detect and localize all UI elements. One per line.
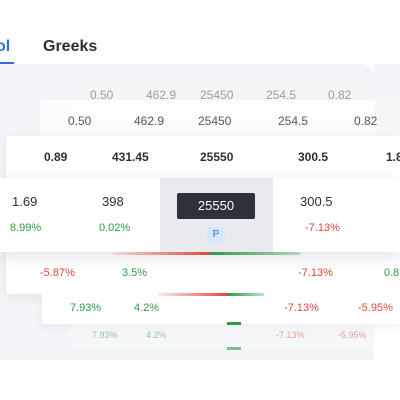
row-cell: 254.5 bbox=[278, 114, 309, 128]
call-ltp-change: 0.02% bbox=[99, 222, 131, 234]
row-cell: 0.8 bbox=[384, 267, 400, 279]
active-tab-indicator bbox=[0, 62, 14, 64]
put-oi-bar bbox=[227, 347, 241, 350]
row-cell: 25450 bbox=[198, 114, 232, 128]
chain-row[interactable]: 7.93% 4.2% -7.13% -5.95% bbox=[42, 294, 400, 324]
row-cell: 0.82 bbox=[354, 114, 378, 128]
tab-option-chain[interactable]: ol bbox=[0, 38, 11, 55]
row-cell: -5.95% bbox=[338, 330, 367, 340]
put-oi-bar bbox=[228, 293, 264, 296]
row-cell: 0.50 bbox=[68, 114, 92, 128]
row-cell: 0.50 bbox=[90, 88, 114, 102]
row-cell: 0.82 bbox=[328, 88, 352, 102]
row-cell: 4.2% bbox=[146, 330, 167, 340]
call-iv-change: 8.99% bbox=[10, 222, 42, 234]
row-cell: 431.45 bbox=[112, 150, 149, 164]
row-cell: -7.13% bbox=[298, 267, 333, 279]
row-cell: 25550 bbox=[200, 150, 234, 164]
call-ltp: 398 bbox=[102, 194, 124, 209]
row-cell: 7.93% bbox=[70, 302, 102, 314]
row-cell: 7.93% bbox=[92, 330, 118, 340]
row-cell: -5.95% bbox=[358, 302, 393, 314]
put-oi-bar bbox=[227, 322, 241, 325]
tab-bar: ol Greeks bbox=[0, 0, 400, 64]
row-cell: 462.9 bbox=[146, 88, 177, 102]
put-ltp-change: -7.13% bbox=[305, 222, 340, 234]
row-cell: 1.8 bbox=[386, 150, 400, 164]
row-cell: -7.13% bbox=[284, 302, 319, 314]
row-cell: 300.5 bbox=[298, 150, 329, 164]
row-cell: 4.2% bbox=[134, 302, 160, 314]
row-cell: -7.13% bbox=[276, 330, 305, 340]
chain-row-faded-front: 7.93% 4.2% -7.13% -5.95% bbox=[70, 324, 375, 348]
call-iv: 1.69 bbox=[12, 194, 38, 209]
chain-row-back: 0.50 462.9 25450 254.5 0.82 bbox=[40, 100, 378, 138]
put-badge[interactable]: P bbox=[207, 227, 225, 243]
strike-price[interactable]: 25550 bbox=[177, 193, 255, 219]
put-ltp: 300.5 bbox=[300, 194, 333, 209]
chain-row[interactable]: 0.89 431.45 25550 300.5 1.8 bbox=[6, 136, 400, 182]
tab-greeks[interactable]: Greeks bbox=[43, 38, 98, 55]
row-cell: 3.5% bbox=[122, 267, 148, 279]
row-cell: 0.89 bbox=[44, 150, 68, 164]
row-cell: 254.5 bbox=[266, 88, 297, 102]
chain-row-atm[interactable]: 1.69 8.99% 398 0.02% 25550 P 300.5 -7.13… bbox=[0, 178, 400, 252]
row-cell: 462.9 bbox=[134, 114, 165, 128]
call-oi-bar bbox=[158, 293, 228, 296]
chain-row[interactable]: -5.87% 3.5% -7.13% 0.8 bbox=[6, 250, 400, 294]
row-cell: -5.87% bbox=[40, 267, 75, 279]
call-oi-bar bbox=[113, 252, 210, 255]
put-oi-bar bbox=[210, 252, 300, 255]
row-cell: 25450 bbox=[200, 88, 234, 102]
